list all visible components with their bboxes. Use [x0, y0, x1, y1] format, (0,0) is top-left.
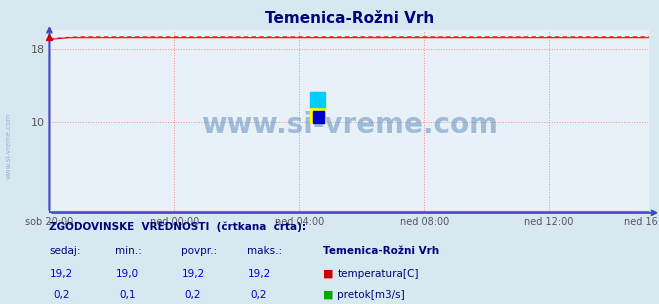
- Text: pretok[m3/s]: pretok[m3/s]: [337, 290, 405, 300]
- Text: sedaj:: sedaj:: [49, 246, 81, 256]
- Text: temperatura[C]: temperatura[C]: [337, 269, 419, 279]
- Text: ■: ■: [323, 290, 333, 300]
- Bar: [310, 92, 326, 107]
- Text: maks.:: maks.:: [247, 246, 282, 256]
- Title: Temenica-Rožni Vrh: Temenica-Rožni Vrh: [265, 12, 434, 26]
- Text: 0,2: 0,2: [250, 290, 268, 300]
- Text: ■: ■: [323, 269, 333, 279]
- Text: ZGODOVINSKE  VREDNOSTI  (črtkana  črta):: ZGODOVINSKE VREDNOSTI (črtkana črta):: [49, 221, 306, 232]
- Text: min.:: min.:: [115, 246, 142, 256]
- Text: www.si-vreme.com: www.si-vreme.com: [201, 111, 498, 139]
- Text: povpr.:: povpr.:: [181, 246, 217, 256]
- Bar: [310, 102, 326, 123]
- Text: 19,0: 19,0: [115, 269, 139, 279]
- Bar: [313, 111, 324, 123]
- Text: 19,2: 19,2: [49, 269, 73, 279]
- Text: 19,2: 19,2: [181, 269, 205, 279]
- Text: 0,2: 0,2: [185, 290, 202, 300]
- Text: www.si-vreme.com: www.si-vreme.com: [5, 113, 12, 179]
- Text: 0,2: 0,2: [53, 290, 70, 300]
- Text: 19,2: 19,2: [247, 269, 271, 279]
- Text: 0,1: 0,1: [119, 290, 136, 300]
- Text: Temenica-Rožni Vrh: Temenica-Rožni Vrh: [323, 246, 439, 256]
